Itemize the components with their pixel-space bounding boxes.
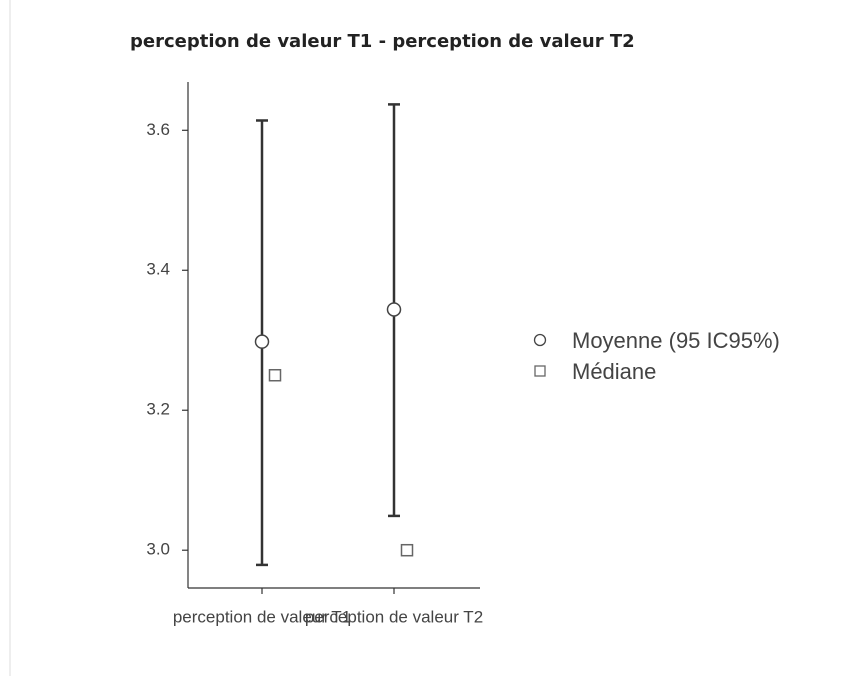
legend-symbol	[534, 365, 546, 377]
y-tick-label: 3.6	[146, 120, 170, 139]
legend-label: Moyenne (95 IC95%)	[572, 328, 780, 353]
chart-title: perception de valeur T1 - perception de …	[130, 31, 635, 52]
legend-label: Médiane	[572, 359, 656, 384]
median-point	[268, 368, 282, 382]
x-tick-label: perception de valeur T1	[173, 607, 351, 626]
y-tick-label: 3.0	[146, 540, 170, 559]
mean-point	[386, 302, 402, 317]
y-tick-label: 3.4	[146, 260, 170, 279]
mean-point	[254, 334, 270, 349]
median-point	[400, 543, 414, 557]
x-tick-label: perception de valeur T2	[305, 607, 483, 626]
y-tick-label: 3.2	[146, 400, 170, 419]
legend-symbol	[533, 333, 547, 347]
